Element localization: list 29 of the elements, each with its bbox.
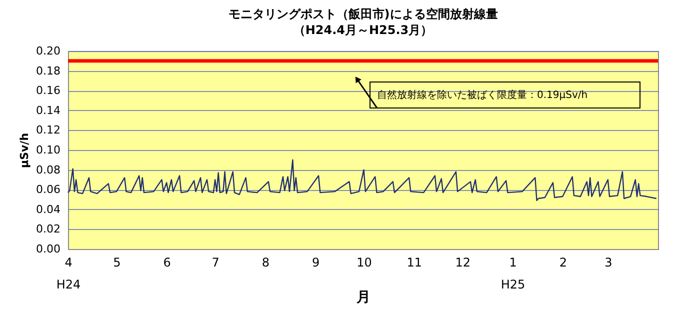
x-tick-label: 6 — [163, 256, 171, 270]
x-tick-label: 3 — [604, 256, 612, 270]
x-tick-label: 11 — [406, 256, 422, 270]
y-tick-label: 0.12 — [36, 124, 60, 137]
y-tick-label: 0.20 — [36, 44, 60, 58]
y-tick-label: 0.14 — [36, 104, 60, 117]
x-tick-label: 8 — [262, 256, 270, 270]
y-tick-label: 0.18 — [36, 64, 60, 78]
ref-line-label: 自然放射線を除いた被ばく限度量：0.19μSv/h — [377, 89, 588, 101]
x-tick-label: 7 — [212, 256, 220, 270]
y-axis-title: μSv/h — [18, 132, 32, 168]
x-tick-label: 9 — [312, 256, 320, 270]
y-tick-label: 0.06 — [36, 183, 60, 196]
x-tick-label: 1 H25 — [500, 256, 526, 292]
x-tick-label: 5 — [113, 256, 121, 270]
x-tick-label: 4 H24 — [56, 256, 81, 292]
y-tick-label: 0.00 — [36, 242, 60, 256]
y-tick-label: 0.08 — [36, 163, 60, 176]
x-axis-title: 月 — [356, 290, 370, 306]
y-tick-label: 0.16 — [36, 84, 60, 98]
y-tick-label: 0.10 — [36, 144, 60, 156]
line-series — [67, 159, 657, 202]
x-tick-label: 10 — [356, 256, 372, 270]
y-tick-label: 0.04 — [36, 202, 60, 216]
chart-title: モニタリングポスト（飯田市)による空間放射線量 — [228, 7, 498, 21]
chart-subtitle: （H24.4月～H25.3月） — [293, 23, 433, 37]
x-tick-label: 12 — [455, 256, 471, 270]
x-tick-label: 2 — [559, 256, 567, 270]
y-tick-label: 0.02 — [36, 222, 60, 236]
